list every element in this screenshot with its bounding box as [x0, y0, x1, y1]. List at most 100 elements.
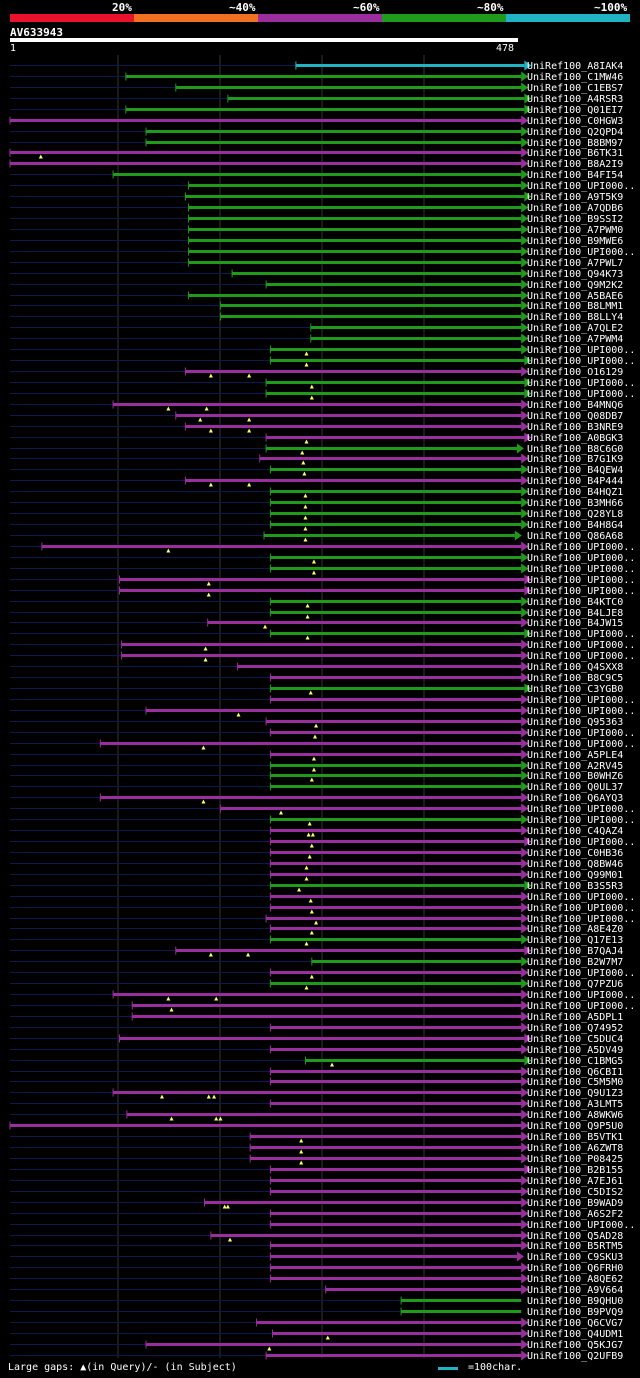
hit-label: UniRef100_B8LLY4 — [527, 312, 623, 323]
hit-arrow — [524, 880, 532, 891]
hit-arrow — [521, 213, 529, 224]
query-gap-marker — [311, 767, 316, 772]
query-gap-marker — [247, 417, 252, 422]
hit-label: UniRef100_B9WAD9 — [527, 1198, 623, 1209]
hit-label: UniRef100_A5PLE4 — [527, 750, 623, 761]
query-gap-marker — [304, 439, 309, 444]
hit-label: UniRef100_UPI000.. — [527, 706, 635, 717]
query-gap-marker — [304, 865, 309, 870]
hit-arrow — [521, 464, 529, 475]
hit-arrow — [521, 475, 529, 486]
hit-arrow — [521, 869, 529, 880]
hit-label: UniRef100_UPI000.. — [527, 640, 635, 651]
hit-arrow — [521, 781, 529, 792]
hit-arrow — [521, 1109, 529, 1120]
hit-arrow — [521, 180, 529, 191]
hit-arrow — [521, 311, 529, 322]
hit-arrow — [521, 978, 529, 989]
hit-arrow — [521, 913, 529, 924]
hit-label: UniRef100_UPI000.. — [527, 1220, 635, 1231]
hit-arrow — [521, 770, 529, 781]
hit-label: UniRef100_UPI000.. — [527, 575, 635, 586]
hit-label: UniRef100_Q2UFB9 — [527, 1351, 623, 1362]
hit-label: UniRef100_B7QAJ4 — [527, 946, 623, 957]
query-gap-marker — [203, 657, 208, 662]
hit-label: UniRef100_Q8BW46 — [527, 859, 623, 870]
hit-arrow — [521, 290, 529, 301]
scale-swatch — [438, 1367, 458, 1370]
hit-arrow — [521, 727, 529, 738]
hit-label: UniRef100_C5DIS2 — [527, 1187, 623, 1198]
query-gap-marker — [225, 1204, 230, 1209]
hit-arrow — [521, 672, 529, 683]
query-gap-marker — [166, 406, 171, 411]
hit-arrow — [521, 738, 529, 749]
query-gap-marker — [314, 920, 319, 925]
hit-arrow — [521, 366, 529, 377]
hit-arrow — [521, 1230, 529, 1241]
query-gap-marker — [307, 821, 312, 826]
hit-arrow — [521, 825, 529, 836]
hit-label: UniRef100_B4P444 — [527, 476, 623, 487]
hit-arrow — [521, 541, 529, 552]
hit-arrow — [521, 967, 529, 978]
query-gap-marker — [308, 898, 313, 903]
query-gap-marker — [309, 974, 314, 979]
hit-label: UniRef100_B8C6G0 — [527, 444, 623, 455]
ruler-end-label: 478 — [496, 43, 515, 54]
query-gap-marker — [247, 428, 252, 433]
hit-label: UniRef100_UPI000.. — [527, 378, 635, 389]
hit-label: UniRef100_A7PWL7 — [527, 258, 623, 269]
query-gap-marker — [303, 504, 308, 509]
hit-label: UniRef100_A7QLE2 — [527, 323, 623, 334]
hit-arrow — [521, 1011, 529, 1022]
hit-label: UniRef100_UPI000.. — [527, 914, 635, 925]
hit-arrow — [521, 202, 529, 213]
hit-label: UniRef100_Q9P5U0 — [527, 1121, 623, 1132]
hit-label: UniRef100_A3LMT5 — [527, 1099, 623, 1110]
hit-arrow — [521, 1131, 529, 1142]
query-gap-marker — [304, 351, 309, 356]
query-gap-marker — [305, 614, 310, 619]
query-gap-marker — [299, 1138, 304, 1143]
hit-label: UniRef100_A8WKW6 — [527, 1110, 623, 1121]
hit-label: UniRef100_A0BGK3 — [527, 433, 623, 444]
hit-label: UniRef100_A8E4Z0 — [527, 924, 623, 935]
hit-label: UniRef100_B4KTC0 — [527, 597, 623, 608]
scale-label-20: 20% — [112, 1, 132, 14]
hit-label: UniRef100_Q6CVG7 — [527, 1318, 623, 1329]
hit-label: UniRef100_Q0UL37 — [527, 782, 623, 793]
hit-arrow — [521, 923, 529, 934]
hit-arrow — [524, 1033, 532, 1044]
hit-arrow — [521, 989, 529, 1000]
hit-arrow — [521, 126, 529, 137]
query-gap-marker — [206, 1094, 211, 1099]
hit-arrow — [521, 705, 529, 716]
hit-label: UniRef100_A8QE62 — [527, 1274, 623, 1285]
hit-arrow — [521, 934, 529, 945]
hit-arrow — [524, 93, 532, 104]
hit-arrow — [514, 530, 522, 541]
hit-arrow — [521, 1219, 529, 1230]
hit-label: UniRef100_A4RSR3 — [527, 94, 623, 105]
hit-label: UniRef100_B2B155 — [527, 1165, 623, 1176]
hit-arrow — [521, 1328, 529, 1339]
query-gap-marker — [311, 570, 316, 575]
hit-label: UniRef100_A7EJ61 — [527, 1176, 623, 1187]
hit-label: UniRef100_A8IAK4 — [527, 61, 623, 72]
hit-label: UniRef100_B9PVQ9 — [527, 1307, 623, 1318]
hit-label: UniRef100_C5DUC4 — [527, 1034, 623, 1045]
hit-label: UniRef100_Q74952 — [527, 1023, 623, 1034]
hit-label: UniRef100_Q01EI7 — [527, 105, 623, 116]
hit-label: UniRef100_Q9U1Z3 — [527, 1088, 623, 1099]
hit-label: UniRef100_B7G1K9 — [527, 454, 623, 465]
query-gap-marker — [218, 1116, 223, 1121]
query-gap-marker — [299, 1149, 304, 1154]
hit-label: UniRef100_B4LJE8 — [527, 608, 623, 619]
hit-arrow — [524, 585, 532, 596]
hit-label: UniRef100_A5DPL1 — [527, 1012, 623, 1023]
query-gap-marker — [198, 417, 203, 422]
hit-label: UniRef100_C9SKU3 — [527, 1252, 623, 1263]
query-gap-marker — [303, 515, 308, 520]
